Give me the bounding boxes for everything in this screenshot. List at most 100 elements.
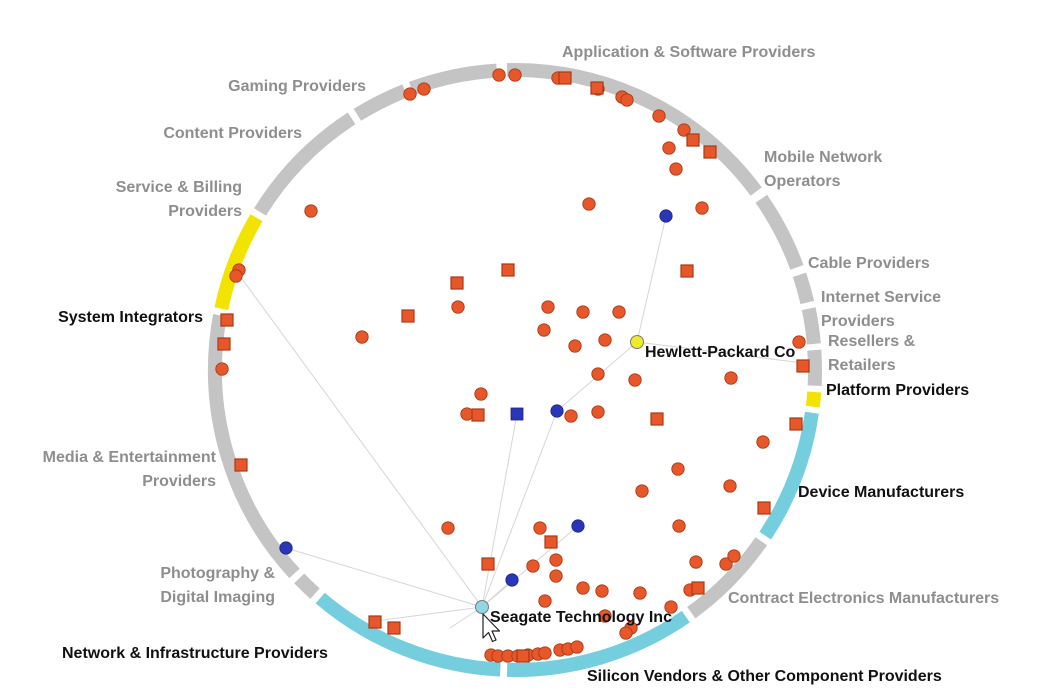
company-node-square[interactable] — [757, 501, 771, 515]
company-node[interactable] — [441, 521, 455, 535]
company-node[interactable] — [664, 600, 678, 614]
company-node[interactable] — [677, 123, 691, 137]
ring-segment-resellers[interactable] — [807, 349, 822, 387]
company-node[interactable] — [403, 87, 417, 101]
ring-segment-system-integrators[interactable] — [214, 214, 263, 311]
segment-label-media-entertainment[interactable]: Media & Entertainment Providers — [43, 449, 217, 490]
company-node[interactable] — [549, 553, 563, 567]
company-node[interactable] — [570, 640, 584, 654]
company-node[interactable] — [727, 549, 741, 563]
ring-segment-internet-service[interactable] — [801, 307, 821, 345]
company-node[interactable] — [417, 82, 431, 96]
company-node-square[interactable] — [558, 71, 572, 85]
company-node[interactable] — [526, 559, 540, 573]
company-node[interactable] — [508, 68, 522, 82]
company-node[interactable] — [304, 204, 318, 218]
segment-label-platform[interactable]: Platform Providers — [826, 382, 969, 399]
company-node-square[interactable] — [387, 621, 401, 635]
ring-segment-mobile-network[interactable] — [755, 194, 804, 270]
company-node-blue[interactable] — [279, 541, 293, 555]
company-node-square[interactable] — [217, 337, 231, 351]
company-node[interactable] — [582, 197, 596, 211]
company-node[interactable] — [723, 479, 737, 493]
segment-label-device-manufacturers[interactable]: Device Manufacturers — [798, 484, 964, 501]
segment-label-system-integrators[interactable]: System Integrators — [58, 309, 203, 326]
company-node[interactable] — [719, 557, 733, 571]
ring-segment-platform[interactable] — [805, 391, 822, 408]
company-node[interactable] — [451, 300, 465, 314]
segment-label-application-software[interactable]: Application & Software Providers — [562, 44, 815, 61]
company-node-square[interactable] — [650, 412, 664, 426]
company-node[interactable] — [671, 462, 685, 476]
company-node[interactable] — [564, 409, 578, 423]
company-node-blue[interactable] — [659, 209, 673, 223]
company-node[interactable] — [538, 594, 552, 608]
company-node[interactable] — [591, 367, 605, 381]
company-node[interactable] — [652, 109, 666, 123]
company-node-square[interactable] — [220, 313, 234, 327]
segment-label-resellers[interactable]: Resellers & Retailers — [828, 333, 916, 374]
company-node[interactable] — [669, 162, 683, 176]
company-node-square[interactable] — [544, 535, 558, 549]
company-node-square[interactable] — [481, 557, 495, 571]
company-node[interactable] — [595, 584, 609, 598]
company-node[interactable] — [598, 333, 612, 347]
company-node-square[interactable] — [516, 649, 530, 663]
ring-segment-device-manufacturers[interactable] — [759, 411, 819, 540]
company-node[interactable] — [549, 569, 563, 583]
ring-segment-gaming[interactable] — [408, 63, 498, 96]
company-node-blue[interactable] — [505, 573, 519, 587]
company-node-square[interactable] — [501, 263, 515, 277]
company-node-square[interactable] — [234, 458, 248, 472]
company-node[interactable] — [672, 519, 686, 533]
company-node-square[interactable] — [686, 133, 700, 147]
company-node[interactable] — [612, 305, 626, 319]
company-node[interactable] — [474, 387, 488, 401]
company-node[interactable] — [724, 371, 738, 385]
company-node-square[interactable] — [680, 264, 694, 278]
segment-label-cable[interactable]: Cable Providers — [808, 255, 930, 272]
segment-label-service-billing[interactable]: Service & Billing Providers — [116, 179, 242, 220]
company-node[interactable] — [537, 323, 551, 337]
segment-label-silicon-vendors[interactable]: Silicon Vendors & Other Component Provid… — [587, 668, 942, 685]
company-node[interactable] — [538, 646, 552, 660]
company-node-square[interactable] — [401, 309, 415, 323]
company-node[interactable] — [215, 362, 229, 376]
selected-company-node[interactable] — [475, 600, 489, 614]
ring-segment-service-billing[interactable] — [254, 112, 356, 216]
company-node-blue[interactable] — [550, 404, 564, 418]
segment-label-gaming[interactable]: Gaming Providers — [228, 78, 366, 95]
company-node[interactable] — [619, 626, 633, 640]
ring-segment-application-software[interactable] — [506, 63, 762, 196]
company-node-square[interactable] — [703, 145, 717, 159]
company-node[interactable] — [533, 521, 547, 535]
company-node-square[interactable] — [471, 408, 485, 422]
company-node-square[interactable] — [796, 359, 810, 373]
segment-label-content[interactable]: Content Providers — [163, 125, 302, 142]
segment-label-mobile-network[interactable]: Mobile Network Operators — [764, 149, 882, 190]
company-node[interactable] — [756, 435, 770, 449]
ring-segment-photography[interactable] — [294, 573, 320, 599]
ring-segment-contract-electronics[interactable] — [687, 537, 768, 619]
company-node[interactable] — [635, 484, 649, 498]
company-node-square[interactable] — [789, 417, 803, 431]
segment-label-photography[interactable]: Photography & Digital Imaging — [160, 565, 275, 606]
company-node-square[interactable] — [368, 615, 382, 629]
company-node[interactable] — [662, 141, 676, 155]
ring-segment-cable[interactable] — [792, 272, 815, 305]
segment-label-contract-electronics[interactable]: Contract Electronics Manufacturers — [728, 590, 999, 607]
ring-segment-media-entertainment[interactable] — [207, 314, 300, 579]
company-node[interactable] — [576, 305, 590, 319]
company-node-square[interactable] — [590, 81, 604, 95]
company-node-blue[interactable] — [571, 519, 585, 533]
company-node[interactable] — [633, 586, 647, 600]
ring-segment-silicon-vendors[interactable] — [506, 610, 690, 677]
company-node[interactable] — [591, 405, 605, 419]
company-node[interactable] — [792, 335, 806, 349]
company-node[interactable] — [229, 269, 243, 283]
company-node[interactable] — [628, 373, 642, 387]
selected-company-node[interactable] — [630, 335, 644, 349]
company-node[interactable] — [492, 68, 506, 82]
company-node[interactable] — [460, 407, 474, 421]
ring-segment-network-infrastructure[interactable] — [315, 592, 501, 677]
